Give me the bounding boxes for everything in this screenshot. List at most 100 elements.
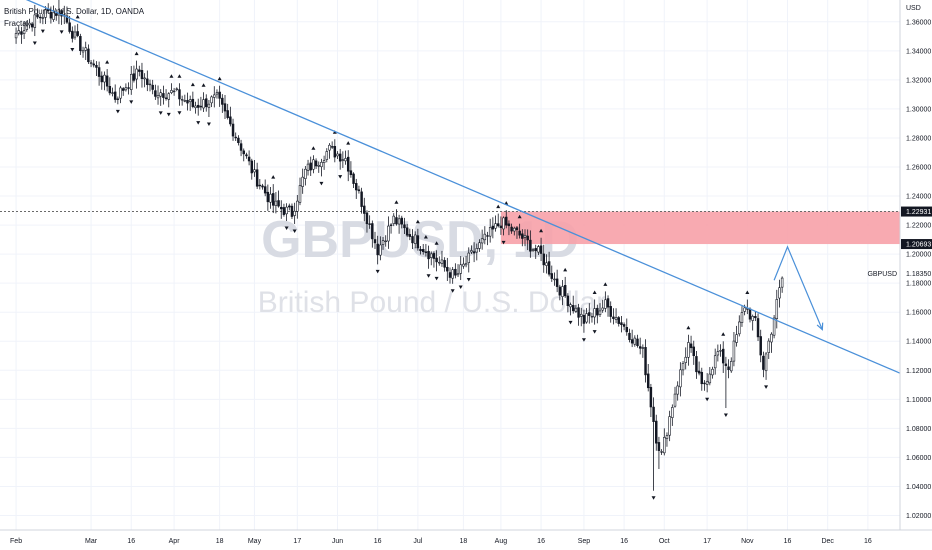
candle-body bbox=[264, 187, 266, 193]
last-price-value: 1.18350 bbox=[906, 271, 931, 278]
candle-body bbox=[307, 164, 309, 170]
candle-body bbox=[647, 374, 649, 388]
fractal-up-marker bbox=[311, 146, 315, 150]
fractal-up-marker bbox=[135, 52, 139, 56]
candle-body bbox=[409, 234, 411, 236]
candle-body bbox=[77, 31, 79, 35]
fractal-down-marker bbox=[207, 122, 211, 126]
candle-body bbox=[120, 88, 122, 98]
candle-body bbox=[535, 248, 537, 251]
fractal-down-marker bbox=[427, 274, 431, 278]
candle-body bbox=[631, 340, 633, 344]
candle-body bbox=[578, 308, 580, 318]
candle-body bbox=[404, 225, 406, 228]
candle-body bbox=[141, 70, 143, 78]
candle-body bbox=[299, 185, 301, 202]
candle-body bbox=[519, 231, 521, 235]
candle-body bbox=[540, 246, 542, 254]
legend-indicator[interactable]: Fractal bbox=[4, 18, 144, 30]
candle-body bbox=[213, 95, 215, 98]
y-tick-label: 1.28000 bbox=[906, 135, 931, 142]
candle-body bbox=[152, 85, 154, 89]
candle-body bbox=[379, 245, 381, 255]
candle-body bbox=[666, 436, 668, 439]
chart-legend: British Pound / U.S. Dollar, 1D, OANDA F… bbox=[4, 6, 144, 30]
candle-body bbox=[736, 335, 738, 343]
candle-body bbox=[669, 417, 671, 436]
fractal-up-marker bbox=[394, 200, 398, 204]
candle-body bbox=[465, 263, 467, 264]
candle-body bbox=[738, 322, 740, 334]
time-axis[interactable]: Feb Mar 16 Apr 18 May 17 Jun 16 Jul 18 Aug 16 Sep 16 Oc… bbox=[0, 530, 932, 550]
candle-body bbox=[412, 236, 414, 242]
candle-body bbox=[765, 354, 767, 371]
candle-body bbox=[87, 49, 89, 62]
candle-body bbox=[133, 74, 135, 81]
candle-body bbox=[695, 356, 697, 371]
candle-body bbox=[136, 69, 138, 79]
candle-body bbox=[685, 357, 687, 362]
candle-body bbox=[283, 207, 285, 214]
legend-title: British Pound / U.S. Dollar, 1D, OANDA bbox=[4, 6, 144, 18]
candle-body bbox=[302, 177, 304, 186]
y-tick-label: 1.36000 bbox=[906, 19, 931, 26]
candle-body bbox=[251, 161, 253, 173]
candle-body bbox=[221, 98, 223, 104]
x-tick-label: Oct bbox=[659, 538, 670, 545]
candle-body bbox=[706, 381, 708, 384]
candle-body bbox=[130, 74, 132, 89]
candle-body bbox=[645, 347, 647, 374]
x-tick-label: Apr bbox=[169, 538, 181, 545]
fractal-up-marker bbox=[202, 83, 206, 87]
fractal-down-marker bbox=[724, 414, 728, 418]
candle-body bbox=[181, 99, 183, 100]
candle-body bbox=[762, 356, 764, 369]
fractal-down-marker bbox=[33, 42, 37, 46]
candle-body bbox=[229, 117, 231, 124]
candle-body bbox=[709, 374, 711, 383]
candle-body bbox=[286, 207, 288, 214]
candle-body bbox=[529, 240, 531, 251]
fractal-down-marker bbox=[60, 30, 64, 33]
candle-body bbox=[339, 154, 341, 161]
candle-body bbox=[160, 93, 162, 97]
projection-path[interactable] bbox=[774, 247, 823, 330]
fractal-down-marker bbox=[129, 100, 133, 104]
candle-body bbox=[112, 93, 114, 94]
candle-body bbox=[353, 174, 355, 184]
candle-body bbox=[320, 162, 322, 166]
candle-body bbox=[481, 239, 483, 243]
price-axis[interactable]: USD 1.36000 1.34000 1.32000 1.30000 1.28000 1.… bbox=[867, 0, 932, 550]
candle-body bbox=[15, 34, 17, 38]
candle-body bbox=[559, 287, 561, 295]
candle-body bbox=[208, 104, 210, 107]
candle-body bbox=[420, 249, 422, 250]
candle-body bbox=[374, 239, 376, 242]
x-tick-label: Feb bbox=[10, 538, 22, 545]
candle-body bbox=[390, 225, 392, 226]
candle-body bbox=[781, 278, 783, 287]
price-tag-label: 1.22931 bbox=[906, 209, 931, 216]
candle-body bbox=[20, 32, 22, 35]
candle-body bbox=[562, 287, 564, 297]
candle-body bbox=[315, 161, 317, 166]
candle-body bbox=[93, 64, 95, 65]
candle-body bbox=[505, 217, 507, 225]
candle-body bbox=[524, 235, 526, 237]
x-tick-label: 16 bbox=[620, 538, 628, 545]
candle-body bbox=[572, 305, 574, 310]
candle-body bbox=[240, 144, 242, 151]
candle-body bbox=[430, 254, 432, 258]
candle-body bbox=[653, 407, 655, 422]
y-tick-label: 1.12000 bbox=[906, 368, 931, 375]
x-tick-label: 16 bbox=[864, 538, 872, 545]
candle-body bbox=[663, 437, 665, 452]
candle-body bbox=[74, 32, 76, 37]
candle-body bbox=[487, 236, 489, 237]
y-tick-label: 1.18000 bbox=[906, 281, 931, 288]
candle-body bbox=[361, 192, 363, 207]
candle-body bbox=[377, 244, 379, 255]
candle-body bbox=[401, 218, 403, 224]
candle-body bbox=[476, 248, 478, 252]
